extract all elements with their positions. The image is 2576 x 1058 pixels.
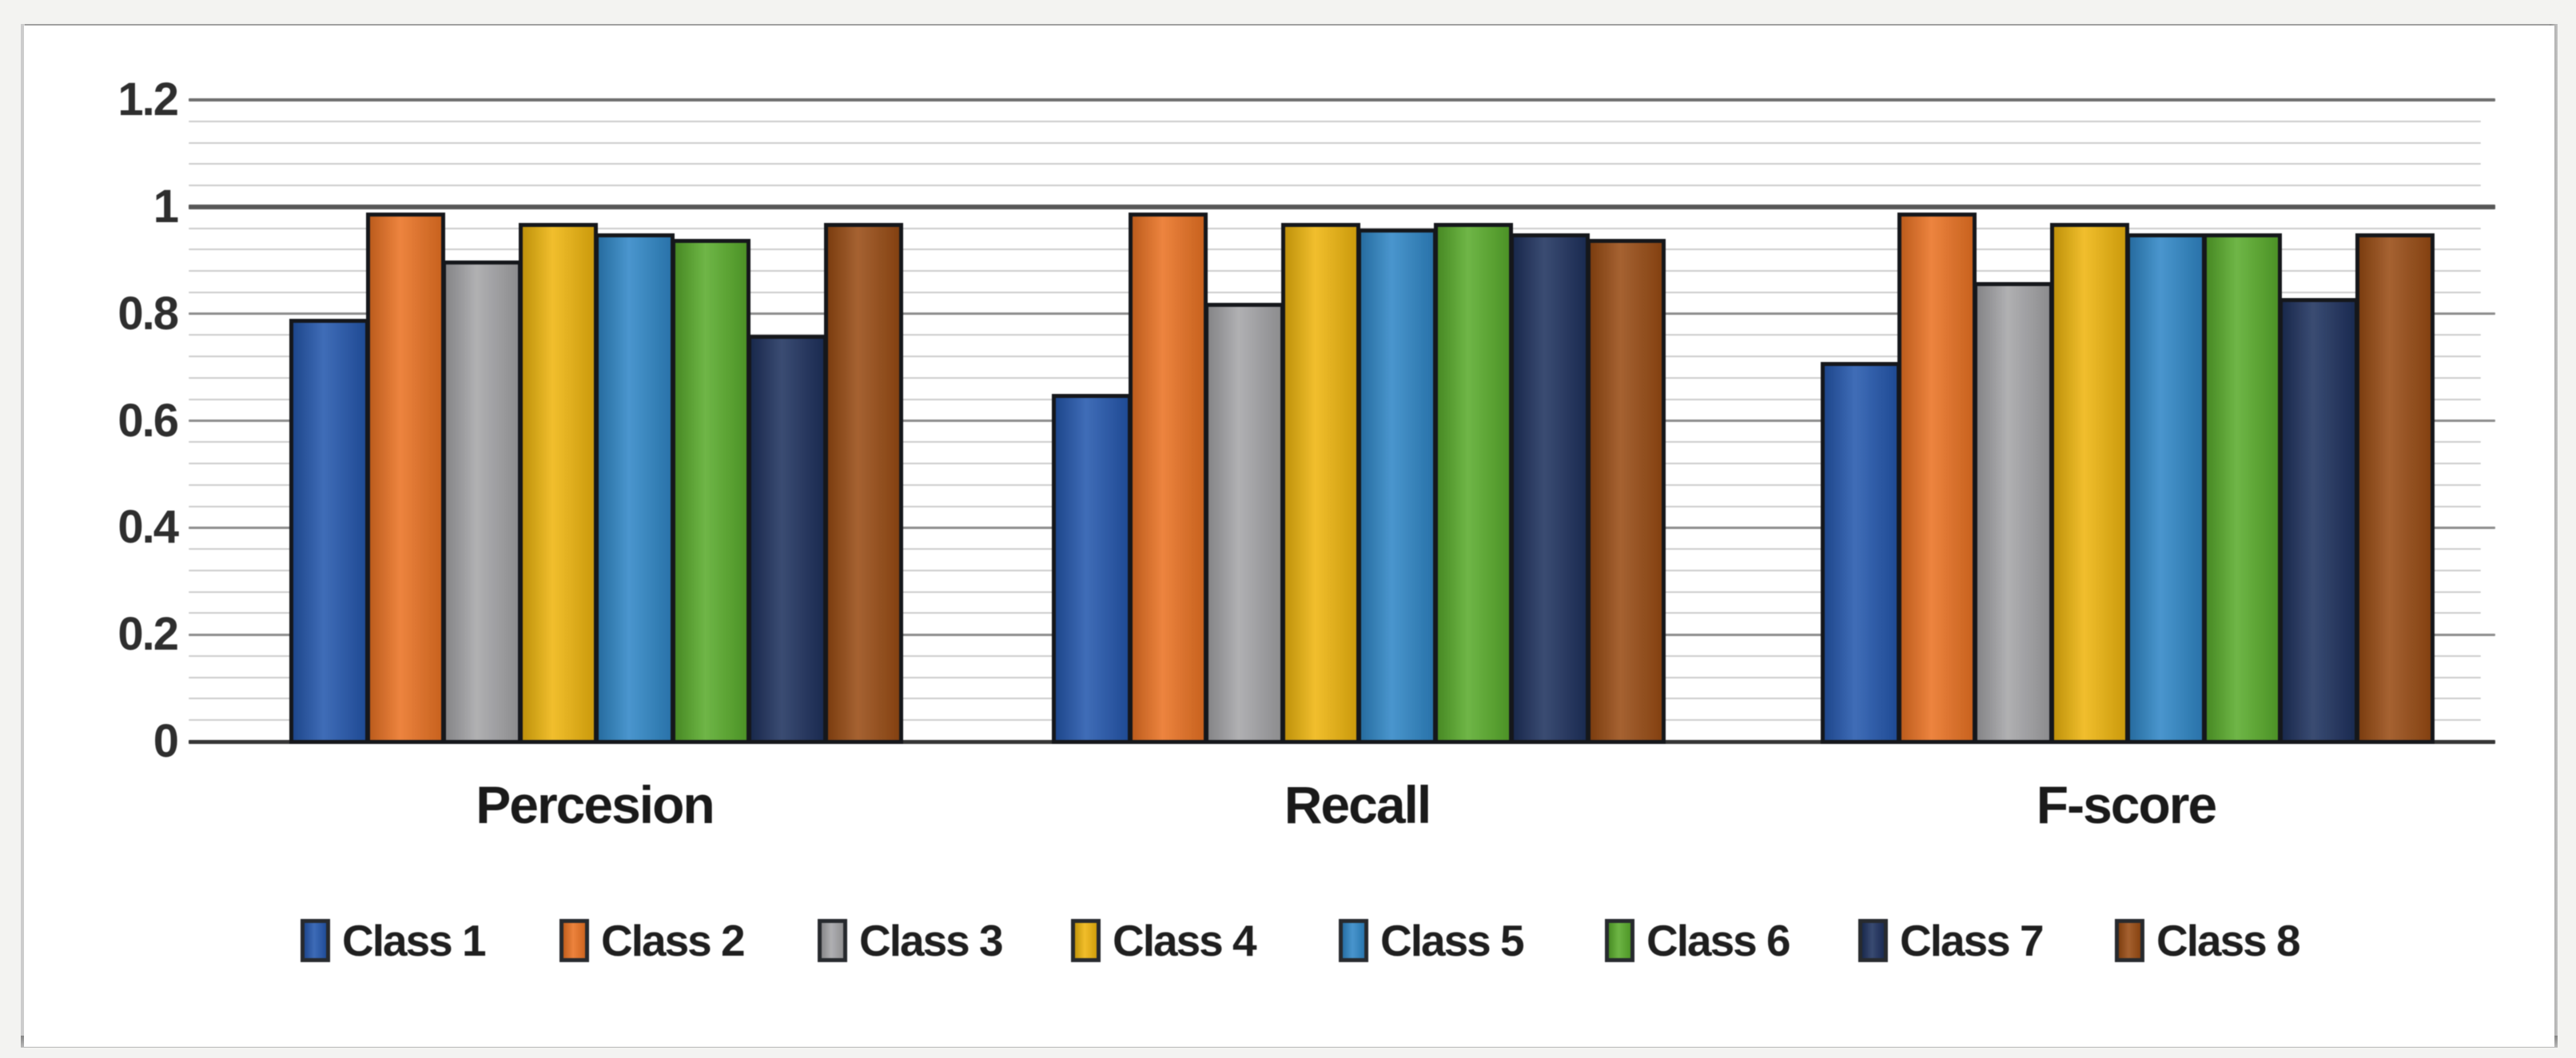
- bar-class-6-percesion: [671, 238, 751, 744]
- legend-swatch-class-2: [559, 919, 589, 962]
- legend-label: Class 6: [1646, 915, 1791, 965]
- minor-gridline: [189, 120, 2481, 122]
- bar-class-7-f-score: [2279, 297, 2359, 744]
- legend-swatch-class-8: [2115, 919, 2144, 962]
- legend-item-class-2: Class 2: [559, 915, 746, 965]
- legend-label: Class 7: [1900, 915, 2044, 965]
- bar-class-7-percesion: [747, 335, 827, 744]
- bar-class-2-recall: [1128, 212, 1208, 744]
- bar-class-4-f-score: [2049, 222, 2129, 744]
- bar-class-5-f-score: [2126, 233, 2206, 744]
- legend-swatch-class-6: [1605, 919, 1634, 962]
- category-label-f-score: F-score: [2036, 775, 2217, 834]
- legend-swatch-class-3: [818, 919, 847, 962]
- bar-class-3-percesion: [442, 260, 522, 744]
- legend-swatch-class-5: [1339, 919, 1368, 962]
- legend-item-class-8: Class 8: [2115, 915, 2301, 965]
- bar-class-4-recall: [1280, 222, 1360, 744]
- legend-label: Class 3: [859, 915, 1004, 965]
- bar-class-2-f-score: [1897, 212, 1977, 744]
- category-label-recall: Recall: [1284, 775, 1431, 834]
- minor-gridline: [189, 141, 2481, 144]
- legend-item-class-4: Class 4: [1071, 915, 1257, 965]
- minor-gridline: [189, 163, 2481, 165]
- bar-class-1-f-score: [1821, 361, 1901, 744]
- legend-swatch-class-7: [1858, 919, 1888, 962]
- y-axis-tick-label: 0.8: [117, 287, 179, 340]
- bar-class-3-f-score: [1973, 281, 2053, 744]
- legend-item-class-7: Class 7: [1858, 915, 2044, 965]
- y-axis-tick-label: 0.2: [117, 608, 179, 661]
- minor-gridline: [189, 185, 2481, 187]
- bar-class-2-percesion: [365, 212, 445, 744]
- bar-class-8-percesion: [823, 222, 903, 744]
- legend-label: Class 1: [342, 915, 487, 965]
- panel-left-edge: [21, 24, 25, 1048]
- bar-class-1-percesion: [289, 319, 369, 744]
- bar-class-5-recall: [1357, 228, 1437, 744]
- legend-swatch-class-4: [1071, 919, 1101, 962]
- legend-label: Class 2: [601, 915, 746, 965]
- bar-class-1-recall: [1052, 394, 1132, 744]
- major-gridline: [189, 204, 2495, 209]
- bar-class-8-f-score: [2355, 233, 2435, 744]
- y-axis-tick-label: 0.6: [117, 394, 179, 447]
- bar-class-6-f-score: [2202, 233, 2282, 744]
- legend-item-class-6: Class 6: [1605, 915, 1791, 965]
- major-gridline: [189, 98, 2495, 101]
- legend-item-class-1: Class 1: [301, 915, 487, 965]
- bar-class-5-percesion: [595, 233, 675, 744]
- legend-label: Class 5: [1380, 915, 1525, 965]
- legend-swatch-class-1: [301, 919, 330, 962]
- bar-class-7-recall: [1510, 233, 1590, 744]
- y-axis-tick-label: 0: [153, 715, 179, 767]
- bar-class-3-recall: [1204, 303, 1284, 744]
- y-axis-tick-label: 1: [153, 180, 179, 233]
- legend-item-class-3: Class 3: [818, 915, 1004, 965]
- legend-item-class-5: Class 5: [1339, 915, 1525, 965]
- y-axis-tick-label: 0.4: [117, 501, 179, 554]
- legend-label: Class 4: [1113, 915, 1257, 965]
- legend-label: Class 8: [2156, 915, 2301, 965]
- bar-class-4-percesion: [518, 222, 598, 744]
- bar-class-6-recall: [1433, 222, 1513, 744]
- y-axis-tick-label: 1.2: [117, 74, 179, 125]
- bar-class-8-recall: [1586, 238, 1666, 744]
- category-label-percesion: Percesion: [476, 775, 715, 834]
